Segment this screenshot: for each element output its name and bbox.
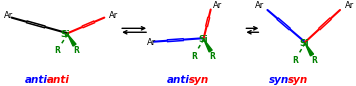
Text: Si: Si	[198, 35, 208, 44]
Text: R: R	[74, 46, 79, 55]
Text: Ar: Ar	[4, 11, 13, 20]
Text: Si: Si	[299, 39, 309, 48]
Text: anti-: anti-	[167, 75, 194, 85]
Text: R: R	[55, 46, 61, 55]
Text: anti: anti	[47, 75, 69, 85]
Text: R: R	[292, 56, 298, 65]
Polygon shape	[204, 39, 212, 52]
Polygon shape	[68, 34, 76, 46]
Text: Ar: Ar	[345, 1, 354, 10]
Text: syn-: syn-	[269, 75, 294, 85]
Text: Si: Si	[61, 30, 70, 39]
Text: Ar: Ar	[147, 38, 156, 47]
Text: Ar: Ar	[213, 1, 222, 10]
Text: syn: syn	[288, 75, 308, 85]
Text: Ar: Ar	[109, 11, 119, 20]
Text: anti-: anti-	[25, 75, 52, 85]
Polygon shape	[305, 43, 314, 56]
Text: Ar: Ar	[255, 1, 265, 10]
Text: syn: syn	[189, 75, 209, 85]
Text: R: R	[311, 56, 317, 65]
Text: R: R	[191, 52, 197, 61]
Text: R: R	[210, 52, 216, 61]
